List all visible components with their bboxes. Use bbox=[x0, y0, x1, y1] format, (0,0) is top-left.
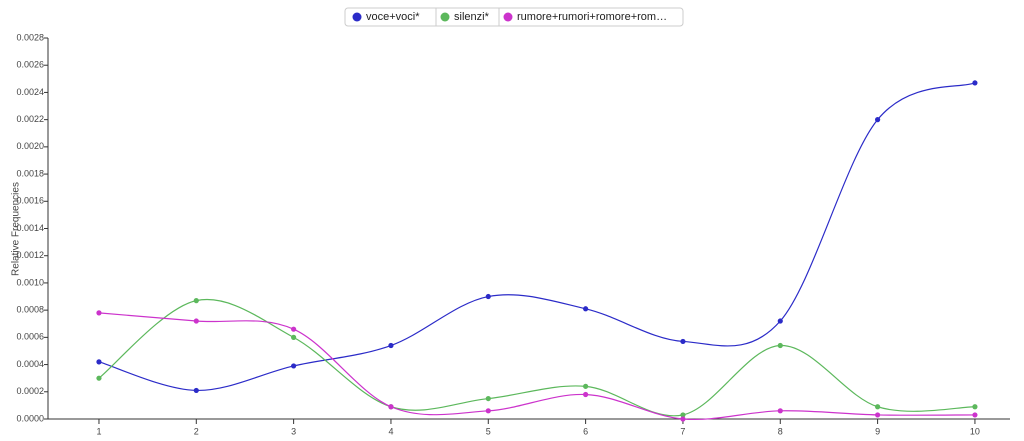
data-point bbox=[193, 298, 199, 304]
legend-swatch[interactable] bbox=[503, 12, 513, 22]
data-point bbox=[291, 334, 297, 340]
legend-label[interactable]: silenzi* bbox=[454, 11, 490, 23]
y-tick-label: 0.0006 bbox=[16, 332, 44, 342]
series-line bbox=[98, 82, 976, 392]
data-point bbox=[485, 395, 491, 402]
x-tick-label: 10 bbox=[970, 426, 980, 436]
y-tick-label: 0.0008 bbox=[16, 305, 44, 315]
y-axis-title: Relative Frequencies bbox=[11, 182, 22, 276]
x-tick-label: 5 bbox=[486, 426, 491, 436]
data-point bbox=[96, 375, 102, 381]
y-tick-label: 0.0026 bbox=[16, 60, 44, 70]
y-tick-label: 0.0024 bbox=[16, 87, 44, 97]
x-tick-label: 8 bbox=[778, 426, 783, 436]
data-point bbox=[777, 342, 783, 349]
y-tick-label: 0.0002 bbox=[16, 386, 44, 396]
y-tick-label: 0.0022 bbox=[16, 114, 44, 124]
legend-label[interactable]: voce+voci* bbox=[366, 11, 420, 23]
data-point bbox=[777, 318, 783, 324]
data-point bbox=[583, 383, 589, 389]
data-point bbox=[485, 408, 491, 414]
legend-swatch[interactable] bbox=[440, 12, 450, 22]
y-tick-label: 0.0018 bbox=[16, 168, 44, 178]
data-point bbox=[193, 318, 199, 324]
y-tick-label: 0.0020 bbox=[16, 141, 44, 151]
data-point bbox=[96, 359, 102, 365]
y-tick-label: 0.0028 bbox=[16, 32, 44, 42]
data-point bbox=[388, 404, 394, 410]
y-tick-label: 0.0000 bbox=[16, 413, 44, 423]
x-tick-label: 1 bbox=[96, 426, 101, 436]
y-tick-label: 0.0010 bbox=[16, 277, 44, 287]
data-point bbox=[193, 387, 199, 394]
y-tick-label: 0.0014 bbox=[16, 223, 44, 233]
data-point bbox=[972, 404, 978, 410]
y-tick-label: 0.0012 bbox=[16, 250, 44, 260]
data-point bbox=[583, 306, 589, 312]
data-point bbox=[680, 416, 686, 422]
y-tick-label: 0.0016 bbox=[16, 196, 44, 206]
legend-label[interactable]: rumore+rumori+romore+rom… bbox=[517, 11, 667, 23]
data-point bbox=[875, 117, 881, 123]
y-tick-label: 0.0004 bbox=[16, 359, 44, 369]
data-point bbox=[388, 342, 394, 349]
data-point bbox=[972, 80, 978, 86]
data-point bbox=[875, 404, 881, 410]
x-tick-label: 3 bbox=[291, 426, 296, 436]
x-tick-label: 7 bbox=[680, 426, 685, 436]
data-point bbox=[291, 363, 297, 369]
data-point bbox=[680, 412, 686, 418]
data-point bbox=[680, 338, 686, 345]
x-tick-label: 4 bbox=[388, 426, 393, 436]
data-point bbox=[485, 293, 491, 300]
x-tick-label: 2 bbox=[194, 426, 199, 436]
data-point bbox=[583, 391, 589, 398]
data-point bbox=[972, 412, 978, 418]
data-point bbox=[291, 326, 297, 332]
series-line bbox=[98, 298, 975, 417]
data-point bbox=[96, 310, 102, 316]
legend-box bbox=[344, 7, 684, 27]
legend-swatch[interactable] bbox=[352, 12, 362, 22]
x-tick-label: 6 bbox=[583, 426, 588, 436]
data-point bbox=[875, 412, 881, 418]
series-line bbox=[98, 312, 975, 421]
data-point bbox=[777, 408, 783, 414]
x-tick-label: 9 bbox=[875, 426, 880, 436]
